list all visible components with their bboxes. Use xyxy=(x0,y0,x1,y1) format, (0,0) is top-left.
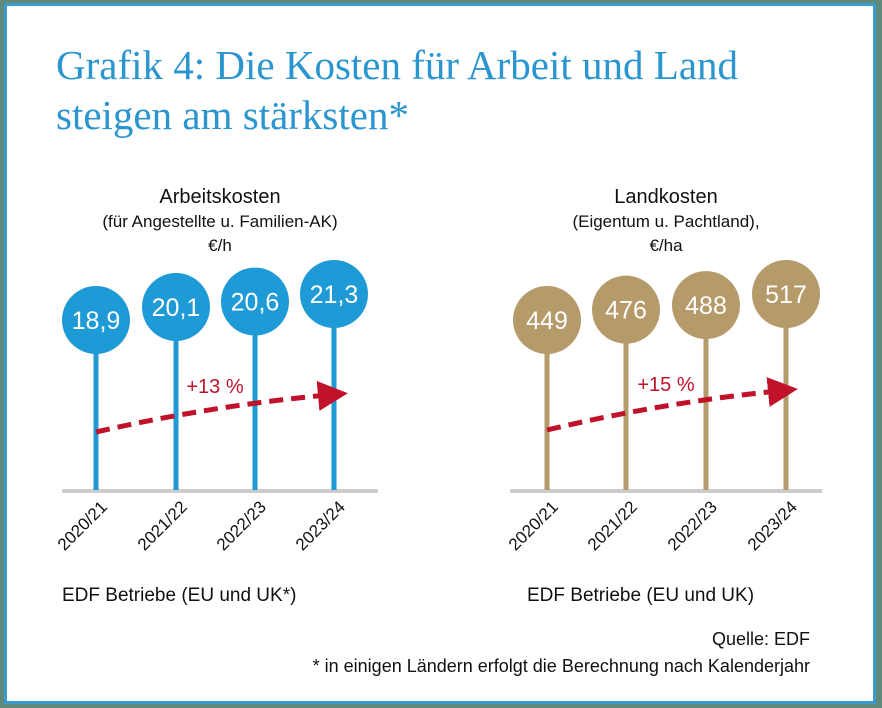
source: Quelle: EDF xyxy=(711,629,810,649)
x-tick-label: 2021/22 xyxy=(584,497,641,554)
lollipop-circle xyxy=(592,275,660,344)
x-tick-label: 2023/24 xyxy=(744,497,801,554)
value-label: 21,3 xyxy=(310,281,359,309)
chart-caption-right: EDF Betriebe (EU und UK) xyxy=(527,585,755,606)
lollipop-circle xyxy=(62,286,130,354)
value-label: 488 xyxy=(685,292,727,320)
trend-label: +15 % xyxy=(637,374,694,396)
chart-subtitle: (Eigentum u. Pachtland), xyxy=(572,212,759,231)
x-tick-label: 2022/23 xyxy=(213,497,270,554)
lollipop-circle xyxy=(513,286,581,354)
page-title: Grafik 4: Die Kosten für Arbeit und Land… xyxy=(56,40,738,140)
lollipop-circle xyxy=(221,267,289,336)
chart-unit: €/ha xyxy=(649,236,683,255)
value-label: 449 xyxy=(526,307,568,335)
value-label: 517 xyxy=(765,281,807,309)
lollipop-circle xyxy=(672,271,740,340)
lollipop-circle xyxy=(142,273,210,341)
x-tick-label: 2020/21 xyxy=(54,497,111,554)
value-label: 476 xyxy=(605,297,647,325)
chart-title: Arbeitskosten xyxy=(159,186,280,208)
trend-arrow xyxy=(546,377,798,433)
x-tick-label: 2022/23 xyxy=(664,497,721,554)
title-line-1: Grafik 4: Die Kosten für Arbeit und Land xyxy=(56,42,739,88)
chart-unit: €/h xyxy=(208,236,232,255)
chart-title: Landkosten xyxy=(614,186,717,208)
infographic-card xyxy=(4,3,876,704)
lollipop-circle xyxy=(752,260,820,328)
chart-caption-left: EDF Betriebe (EU und UK*) xyxy=(62,585,297,606)
value-label: 18,9 xyxy=(72,307,121,335)
x-tick-label: 2023/24 xyxy=(292,497,349,554)
trend-label: +13 % xyxy=(186,376,243,398)
x-tick-label: 2021/22 xyxy=(134,497,191,554)
chart-subtitle: (für Angestellte u. Familien-AK) xyxy=(102,212,337,231)
x-tick-label: 2020/21 xyxy=(505,497,562,554)
lollipop-circle xyxy=(300,260,368,328)
footnote: * in einigen Ländern erfolgt die Berechn… xyxy=(312,656,810,676)
value-label: 20,1 xyxy=(152,294,201,322)
value-label: 20,6 xyxy=(231,289,280,317)
trend-arrow xyxy=(95,380,348,435)
title-line-2: steigen am stärksten* xyxy=(56,92,409,138)
